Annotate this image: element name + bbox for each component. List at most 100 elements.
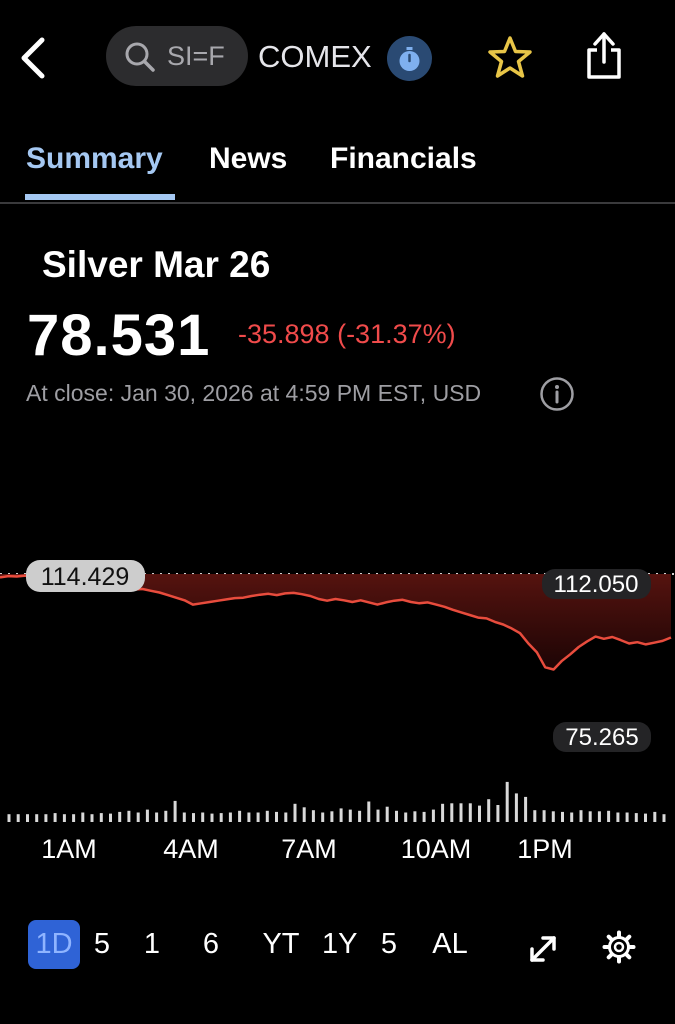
volume-bar xyxy=(514,793,518,822)
volume-bar xyxy=(228,812,232,822)
volume-bar xyxy=(35,814,39,822)
share-icon[interactable] xyxy=(584,30,624,87)
volume-bar xyxy=(311,810,315,822)
volume-bar xyxy=(201,812,205,822)
volume-bar xyxy=(413,811,417,822)
volume-bar xyxy=(256,812,260,822)
volume-bar xyxy=(588,811,592,822)
timeframe-1y[interactable]: 1Y xyxy=(322,928,358,960)
volume-bar xyxy=(551,811,555,822)
volume-bar xyxy=(468,803,472,822)
last-price: 78.531 xyxy=(27,303,211,368)
volume-bar xyxy=(182,812,186,822)
volume-bar xyxy=(118,811,122,822)
x-tick-label: 7AM xyxy=(281,834,337,864)
high-badge: 112.050 xyxy=(542,569,651,599)
volume-bar xyxy=(404,812,408,822)
volume-bar xyxy=(496,805,500,822)
star-icon[interactable] xyxy=(488,36,532,83)
back-chevron-icon[interactable] xyxy=(14,36,54,80)
timeframe-5d[interactable]: 5 xyxy=(93,928,111,960)
search-pill[interactable]: SI=F xyxy=(106,26,248,86)
volume-bar xyxy=(597,811,601,822)
volume-bar xyxy=(7,814,11,822)
volume-bar xyxy=(441,803,445,822)
volume-bar xyxy=(275,811,278,822)
volume-bar xyxy=(164,810,168,822)
volume-bar xyxy=(644,813,647,822)
price-change: -35.898 (-31.37%) xyxy=(238,319,456,349)
gear-icon[interactable] xyxy=(602,930,636,969)
instrument-name: Silver Mar 26 xyxy=(42,244,271,285)
volume-bar xyxy=(607,810,611,822)
volume-bar xyxy=(16,814,20,822)
top-bar: SI=F COMEX xyxy=(0,0,675,115)
search-text: SI=F xyxy=(167,41,225,71)
volume-bar xyxy=(219,813,223,822)
volume-bar xyxy=(348,809,352,822)
volume-bar xyxy=(109,813,112,822)
volume-bar xyxy=(625,812,629,822)
volume-bar xyxy=(81,812,85,822)
volume-bar xyxy=(44,814,48,822)
volume-bar xyxy=(72,814,76,822)
volume-bar xyxy=(431,809,435,822)
volume-bar xyxy=(376,809,380,822)
timeframe-all[interactable]: AL xyxy=(432,928,468,960)
timeframe-6m[interactable]: 6 xyxy=(202,928,220,960)
high-label: 112.050 xyxy=(554,571,639,598)
stopwatch-icon[interactable] xyxy=(387,36,432,81)
volume-bar xyxy=(339,808,343,822)
volume-bar xyxy=(302,807,306,822)
price-area-fill xyxy=(0,574,671,670)
timeframe-1m[interactable]: 1 xyxy=(143,928,161,960)
volume-bar xyxy=(395,810,398,822)
tab-bar: Summary News Financials xyxy=(0,130,675,204)
low-badge: 75.265 xyxy=(553,722,651,752)
info-icon[interactable] xyxy=(539,376,575,417)
timeframe-5y[interactable]: 5 xyxy=(380,928,398,960)
volume-bar xyxy=(505,781,509,822)
expand-icon[interactable] xyxy=(527,933,559,970)
volume-bar xyxy=(367,801,371,822)
volume-bar xyxy=(127,810,131,822)
volume-bar xyxy=(616,812,620,822)
volume-bar xyxy=(192,813,195,822)
x-tick-label: 4AM xyxy=(163,834,219,864)
volume-bar xyxy=(385,806,389,822)
tab-summary[interactable]: Summary xyxy=(26,142,163,175)
previous-close-label: 114.429 xyxy=(41,563,130,591)
volume-bar xyxy=(293,803,297,822)
volume-bar xyxy=(265,810,269,822)
volume-bar xyxy=(422,811,426,822)
low-label: 75.265 xyxy=(565,724,638,751)
volume-bar xyxy=(358,810,362,822)
volume-bar xyxy=(53,813,57,822)
x-tick-label: 1PM xyxy=(517,834,573,864)
volume-bar xyxy=(634,813,638,822)
volume-bar xyxy=(478,805,481,822)
volume-bar xyxy=(579,810,583,822)
price-chart[interactable]: 114.429 112.050 75.265 1AM 4AM 7AM 10AM … xyxy=(0,540,675,870)
volume-bar xyxy=(210,813,214,822)
exchange-label: COMEX xyxy=(258,39,372,74)
volume-bar xyxy=(533,810,537,822)
volume-bar xyxy=(321,812,325,822)
volume-bar xyxy=(330,811,334,822)
timeframe-1d[interactable]: 1D xyxy=(28,920,80,969)
volume-bars xyxy=(7,781,666,822)
volume-bar xyxy=(570,812,574,822)
volume-bar xyxy=(561,811,564,822)
search-icon xyxy=(124,41,156,78)
previous-close-badge: 114.429 xyxy=(26,560,145,592)
volume-bar xyxy=(90,814,94,822)
tab-financials[interactable]: Financials xyxy=(330,142,477,175)
volume-bar xyxy=(524,796,528,822)
tab-news[interactable]: News xyxy=(209,142,288,175)
volume-bar xyxy=(26,814,29,822)
volume-bar xyxy=(99,813,103,822)
timeframe-ytd[interactable]: YT xyxy=(262,928,300,960)
volume-bar xyxy=(450,803,454,822)
close-info: At close: Jan 30, 2026 at 4:59 PM EST, U… xyxy=(26,380,482,406)
volume-bar xyxy=(145,809,149,822)
